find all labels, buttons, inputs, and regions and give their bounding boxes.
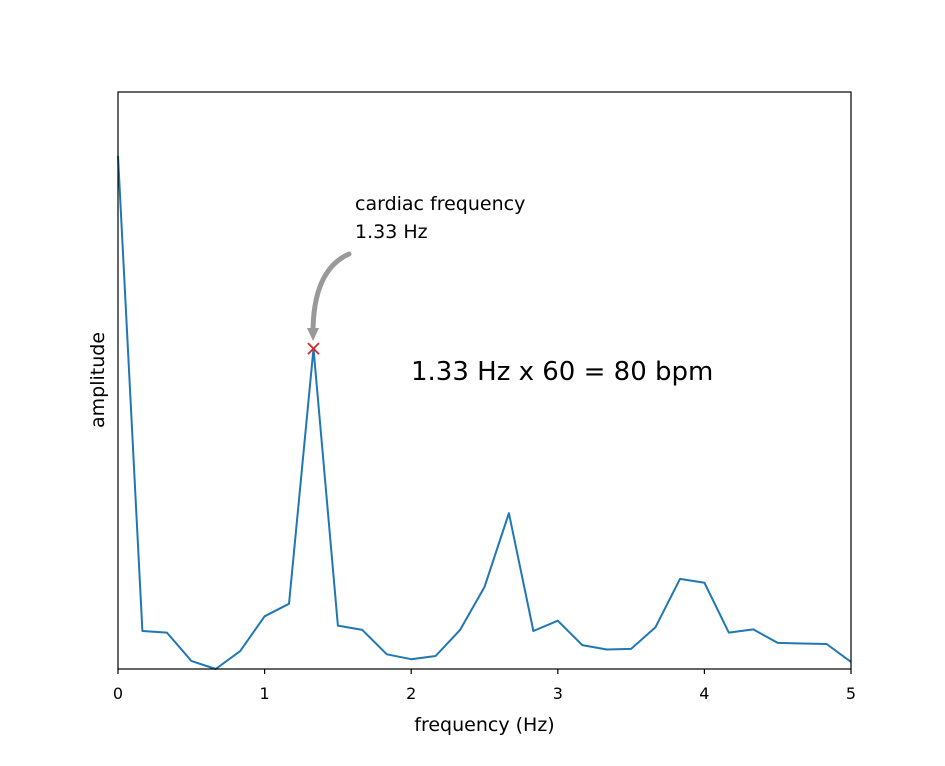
y-axis-label: amplitude: [87, 332, 109, 428]
peak-marker: [307, 342, 320, 355]
x-axis-label: frequency (Hz): [414, 714, 554, 736]
plot-background: [118, 92, 851, 669]
x-tick-label: 3: [553, 684, 563, 703]
annotation-arrow: [310, 251, 352, 336]
annotation-arrowhead: [307, 328, 319, 341]
x-tick-label: 4: [699, 684, 709, 703]
x-axis-ticks: 0 1 2 3 4 5: [113, 669, 856, 703]
plot-frame: [117, 91, 852, 670]
peak-annotation-line1: cardiac frequency: [355, 193, 525, 215]
x-tick-label: 0: [113, 684, 123, 703]
x-tick-label: 2: [406, 684, 416, 703]
x-tick-label: 1: [260, 684, 270, 703]
marks-layer: [117, 155, 852, 670]
spectrum-line-0: [117, 155, 852, 670]
bpm-formula: 1.33 Hz x 60 = 80 bpm: [411, 357, 713, 387]
peak-annotation-line2: 1.33 Hz: [355, 221, 428, 243]
x-tick-label: 5: [846, 684, 856, 703]
